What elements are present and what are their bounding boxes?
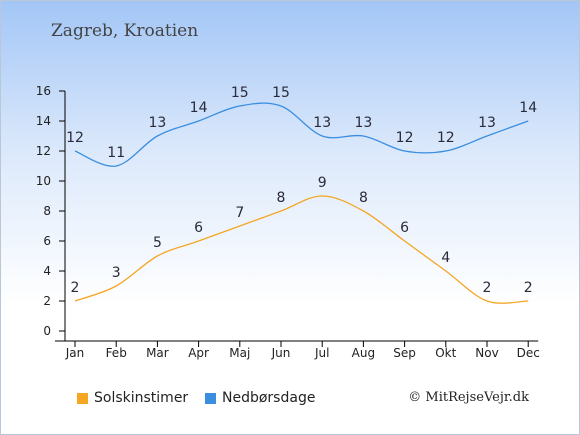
data-label: 13 — [354, 115, 372, 131]
x-tick-label: Apr — [188, 346, 209, 360]
data-label: 12 — [396, 130, 414, 146]
y-tick-label: 6 — [43, 234, 51, 248]
x-tick-label: Dec — [517, 346, 540, 360]
y-tick-label: 0 — [43, 324, 51, 338]
chart-title: Zagreb, Kroatien — [51, 21, 199, 41]
credit-text: © MitRejseVejr.dk — [408, 390, 529, 405]
x-tick-label: Jan — [65, 346, 85, 360]
data-label: 12 — [66, 130, 84, 146]
data-label: 4 — [441, 250, 450, 266]
x-tick-label: Jul — [314, 346, 329, 360]
data-label: 13 — [148, 115, 166, 131]
x-tick-label: Aug — [352, 346, 375, 360]
data-labels: 2 3 5 6 7 8 9 8 6 4 2 2 12 11 13 14 15 15 13 13 12 12 13 14 — [66, 85, 537, 296]
x-tick-label: Sep — [393, 346, 416, 360]
data-label: 14 — [190, 100, 208, 116]
data-label: 13 — [313, 115, 331, 131]
data-label: 2 — [524, 280, 533, 296]
data-label: 12 — [437, 130, 455, 146]
series-line-0 — [74, 195, 529, 304]
data-label: 3 — [112, 265, 121, 281]
y-tick-label: 4 — [43, 264, 51, 278]
data-label: 2 — [71, 280, 80, 296]
y-tick-label: 8 — [43, 204, 51, 218]
x-tick-label: Maj — [229, 346, 250, 360]
legend-swatch-rain — [205, 392, 216, 404]
data-label: 6 — [194, 220, 203, 236]
y-tick-label: 2 — [43, 294, 51, 308]
data-label: 11 — [107, 145, 125, 161]
data-label: 14 — [519, 100, 537, 116]
data-label: 9 — [318, 175, 327, 191]
legend-item-rain: Nedbørsdage — [205, 390, 315, 406]
data-label: 8 — [277, 190, 286, 206]
axes: 0 2 4 6 8 10 12 14 16 Jan Feb Mar Apr Maj Jun Jul Aug Sep… — [36, 84, 540, 360]
legend-label-rain: Nedbørsdage — [222, 390, 316, 406]
y-tick-label: 16 — [36, 84, 51, 98]
data-label: 15 — [272, 85, 290, 101]
data-label: 5 — [153, 235, 162, 251]
series-line-1 — [74, 102, 529, 167]
data-label: 7 — [235, 205, 244, 221]
data-label: 15 — [231, 85, 249, 101]
data-label: 6 — [400, 220, 409, 236]
data-label: 8 — [359, 190, 368, 206]
x-tick-label: Okt — [435, 346, 456, 360]
x-tick-label: Jun — [271, 346, 291, 360]
y-tick-label: 10 — [36, 174, 51, 188]
series-layer — [74, 102, 529, 304]
y-tick-label: 12 — [36, 144, 51, 158]
x-tick-label: Mar — [146, 346, 169, 360]
data-label: 13 — [478, 115, 496, 131]
x-tick-label: Nov — [475, 346, 498, 360]
legend-label-sun: Solskinstimer — [94, 390, 189, 406]
data-label: 2 — [483, 280, 492, 296]
x-tick-label: Feb — [106, 346, 127, 360]
y-tick-label: 14 — [36, 114, 51, 128]
legend-item-sun: Solskinstimer — [77, 390, 188, 406]
legend-swatch-sun — [77, 392, 88, 404]
